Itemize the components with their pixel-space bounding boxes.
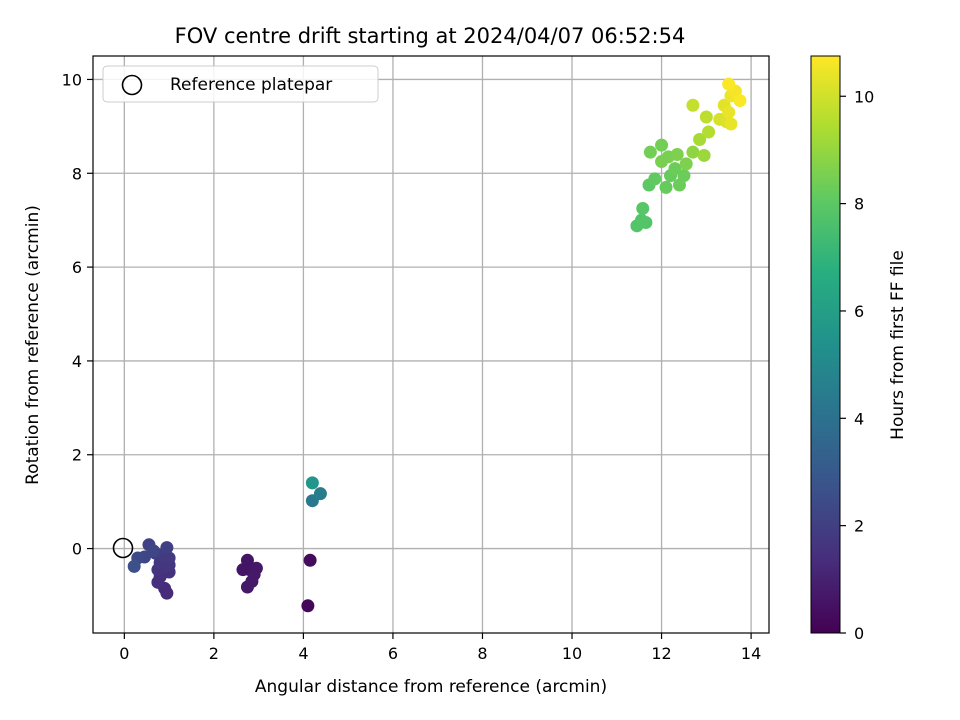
data-point	[686, 98, 700, 112]
data-point	[240, 580, 254, 594]
data-point	[722, 77, 736, 91]
y-tick-label: 2	[72, 446, 82, 465]
colorbar-label: Hours from first FF file	[888, 250, 908, 440]
data-point	[301, 599, 315, 613]
y-axis-ticks: 0 2 4 6 8 10	[62, 70, 93, 559]
x-tick-label: 2	[209, 644, 219, 663]
data-point	[160, 541, 174, 555]
x-tick-label: 4	[298, 644, 308, 663]
colorbar-tick-label: 4	[854, 409, 864, 428]
data-point	[639, 216, 653, 230]
data-point	[659, 180, 673, 194]
x-axis-ticks: 0 2 4 6 8 10 12 14	[119, 633, 761, 663]
colorbar-tick-label: 8	[854, 195, 864, 214]
data-point	[305, 476, 319, 490]
data-point	[127, 559, 141, 573]
colorbar: 0 2 4 6 8 10 Hours from first FF file	[810, 55, 908, 643]
legend-marker-icon	[121, 74, 143, 96]
data-point	[303, 553, 317, 567]
x-tick-label: 10	[562, 644, 582, 663]
data-point	[677, 169, 691, 183]
colorbar-tick-label: 10	[854, 87, 874, 106]
data-point	[722, 105, 736, 119]
y-tick-label: 0	[72, 540, 82, 559]
colorbar-ticks: 0 2 4 6 8 10	[840, 87, 874, 643]
legend: Reference platepar	[102, 65, 379, 103]
data-point	[670, 148, 684, 162]
reference-platepar-marker	[112, 537, 134, 559]
data-point	[668, 162, 682, 176]
data-point	[724, 117, 738, 131]
colorbar-tick-label: 6	[854, 302, 864, 321]
data-point	[655, 138, 669, 152]
data-point	[686, 145, 700, 159]
colorbar-tick-label: 0	[854, 624, 864, 643]
x-axis-label: Angular distance from reference (arcmin)	[255, 677, 607, 697]
plot-frame	[92, 55, 770, 634]
y-tick-label: 4	[72, 352, 82, 371]
x-tick-label: 6	[388, 644, 398, 663]
data-point	[648, 172, 662, 186]
data-point	[636, 201, 650, 215]
data-point	[699, 110, 713, 124]
grid	[93, 56, 769, 633]
legend-label: Reference platepar	[170, 75, 332, 95]
legend-box	[102, 65, 379, 103]
colorbar-gradient	[810, 55, 841, 634]
data-point	[313, 487, 327, 501]
data-points	[127, 77, 747, 613]
data-point	[733, 94, 747, 108]
x-tick-label: 0	[119, 644, 129, 663]
y-tick-label: 10	[62, 70, 82, 89]
chart-title: FOV centre drift starting at 2024/04/07 …	[175, 24, 686, 48]
y-tick-label: 8	[72, 164, 82, 183]
data-point	[643, 145, 657, 159]
y-axis-label: Rotation from reference (arcmin)	[23, 205, 43, 485]
data-point	[247, 567, 261, 581]
data-point	[679, 157, 693, 171]
data-point	[697, 148, 711, 162]
data-point	[702, 125, 716, 139]
x-tick-label: 8	[477, 644, 487, 663]
x-tick-label: 14	[741, 644, 761, 663]
data-point	[693, 133, 707, 147]
y-tick-label: 6	[72, 258, 82, 277]
x-tick-label: 12	[651, 644, 671, 663]
colorbar-tick-label: 2	[854, 517, 864, 536]
